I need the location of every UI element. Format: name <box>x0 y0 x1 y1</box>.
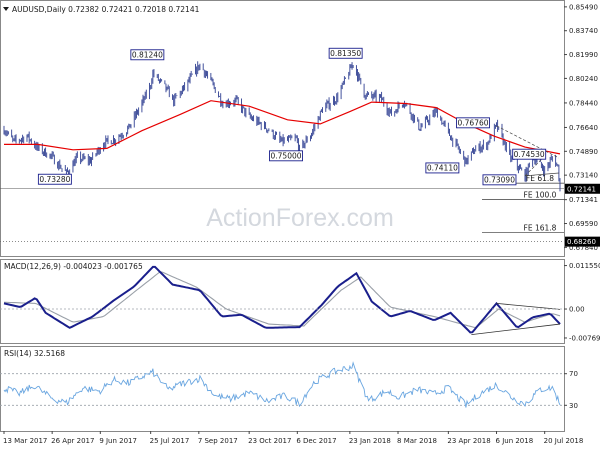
level-label: 0.74110 <box>427 164 458 173</box>
date-tick-label: 26 Apr 2017 <box>51 437 94 445</box>
macd-trendline <box>496 302 561 310</box>
level-box <box>425 162 460 174</box>
price-tick-label: 0.67840 <box>569 244 598 252</box>
date-tick-label: 25 Jul 2017 <box>150 437 190 445</box>
price-tick-label: 0.76640 <box>569 124 598 132</box>
date-tick-label: 23 Jan 2018 <box>349 437 391 445</box>
support-line <box>524 172 559 177</box>
price-panel-border <box>0 0 565 257</box>
date-axis: 13 Mar 2017 26 Apr 2017 9 Jun 2017 25 Jul 2… <box>3 431 583 445</box>
macd-title: MACD(12,26,9) -0.004023 -0.001765 <box>4 262 143 271</box>
dropdown-arrow-icon <box>3 7 9 11</box>
price-tick-label: 0.81990 <box>569 51 598 59</box>
level-box <box>37 173 72 185</box>
trendline <box>496 125 560 159</box>
last-price-label: 0.72141 <box>565 183 600 194</box>
macd-tick-label: 0.00 <box>569 306 585 314</box>
rsi-line <box>3 361 561 408</box>
watermark: ActionForex.com <box>206 204 394 232</box>
fib-label: FE 100.0 <box>524 191 557 200</box>
level-label: 0.73090 <box>484 176 515 185</box>
date-tick-label: 6 Dec 2017 <box>296 437 336 445</box>
level-box <box>456 117 490 129</box>
price-label-68260-text: 0.68260 <box>567 238 596 246</box>
level-labels: 0.73280 0.81240 0.75000 0.81350 0.76760 0.741… <box>37 47 547 186</box>
level-box <box>482 174 517 186</box>
price-tick-label: 0.83740 <box>569 27 598 35</box>
rsi-title: RSI(14) 32.5168 <box>4 349 65 358</box>
price-tick-label: 0.80240 <box>569 75 598 83</box>
rsi-axis: 70 30 <box>564 370 578 410</box>
level-box <box>328 47 363 59</box>
level-box <box>269 150 303 162</box>
macd-signal-line <box>4 271 561 329</box>
price-tick-label: 0.71341 <box>569 196 598 204</box>
macd-trendline <box>471 323 561 336</box>
price-title: AUDUSD,Daily 0.72382 0.72421 0.72018 0.7… <box>3 5 200 14</box>
rsi-tick-label: 30 <box>569 402 578 410</box>
rsi-panel-border <box>0 346 565 432</box>
price-label-68260-box <box>565 236 600 247</box>
last-price-box <box>565 183 600 194</box>
price-label-68260: 0.68260 <box>565 236 600 247</box>
level-box <box>512 148 547 160</box>
price-tick-label: 0.69590 <box>569 220 598 228</box>
fib-label: FE 61.8 <box>526 174 554 183</box>
date-tick-label: 23 Oct 2017 <box>248 437 291 445</box>
macd-tick-label: 0.011550 <box>569 262 600 270</box>
macd-tick-label: -0.007694 <box>569 334 600 342</box>
price-tick-label: 0.85490 <box>569 3 598 11</box>
price-tick-label: 0.73140 <box>569 172 598 180</box>
level-label: 0.74530 <box>514 150 545 159</box>
level-label: 0.76760 <box>458 119 489 128</box>
level-label: 0.75000 <box>271 152 302 161</box>
date-tick-label: 8 Mar 2018 <box>397 437 437 445</box>
price-axis: 0.85490 0.83740 0.81990 0.80240 0.78440 0.766… <box>564 3 598 252</box>
date-tick-label: 20 Jul 2018 <box>544 437 584 445</box>
last-price-text: 0.72141 <box>567 185 596 193</box>
macd-axis: 0.011550 0.00 -0.007694 <box>564 262 600 342</box>
date-tick-label: 6 Jun 2018 <box>496 437 534 445</box>
level-label: 0.81350 <box>330 49 361 58</box>
date-tick-label: 9 Jun 2017 <box>99 437 137 445</box>
level-label: 0.81240 <box>132 51 163 60</box>
date-tick-label: 23 Apr 2018 <box>447 437 490 445</box>
macd-line <box>3 265 561 334</box>
date-tick-label: 13 Mar 2017 <box>3 437 47 445</box>
price-title-text: AUDUSD,Daily 0.72382 0.72421 0.72018 0.7… <box>12 5 200 14</box>
price-tick-label: 0.74890 <box>569 148 598 156</box>
macd-series <box>0 265 564 336</box>
level-box <box>130 49 165 61</box>
fib-label: FE 161.8 <box>524 224 557 233</box>
level-label: 0.73280 <box>39 175 70 184</box>
macd-panel-border <box>0 259 565 344</box>
date-tick-label: 7 Sep 2017 <box>198 437 238 445</box>
price-tick-label: 0.78440 <box>569 99 598 107</box>
rsi-series <box>0 361 564 408</box>
rsi-tick-label: 70 <box>569 370 578 378</box>
